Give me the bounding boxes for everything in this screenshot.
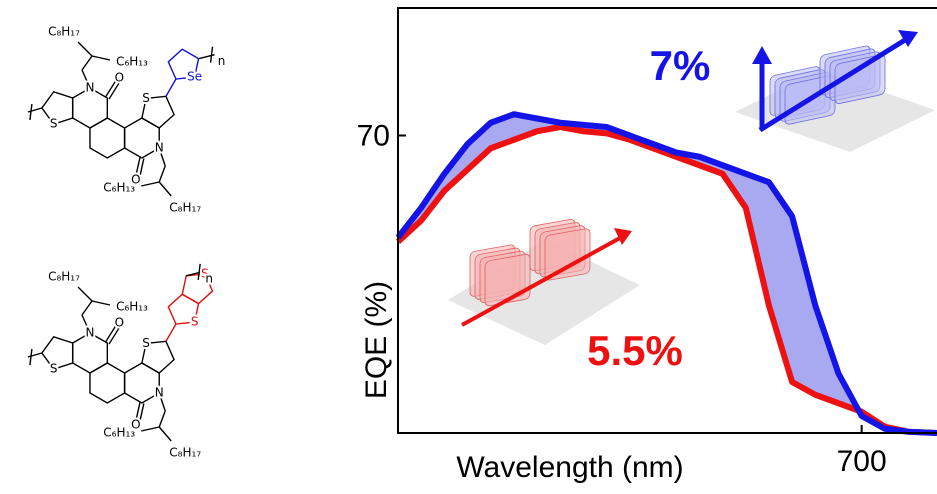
atom-label: C₈H₁₇ [48,25,80,39]
atom-label: C₆H₁₃ [116,300,148,314]
bond [165,323,177,342]
ring [89,117,126,159]
eqe-chart: 70 700 Wavelength (nm) EQE (%) 7% 5.5% [357,7,937,484]
bond [139,158,145,177]
bond [81,55,93,71]
atom-label: S [50,362,58,376]
difference-area [398,114,937,433]
bond [108,327,120,345]
atom-label: Se [187,70,202,84]
line [395,111,937,436]
bond [105,325,117,343]
atom-label: S [142,91,150,105]
bond [135,402,141,421]
atom-label: C₈H₁₇ [48,270,80,284]
atom-label: N [155,386,164,400]
atom-label: C₆H₁₃ [116,55,148,69]
atom-label: S [142,336,150,350]
bond [81,69,91,89]
bond [77,286,93,302]
atom-label: C₆H₁₃ [103,181,135,195]
x-tick-label: 700 [837,445,887,478]
annotation: 5.5% [587,327,683,374]
bond [108,82,120,100]
line [395,124,937,436]
atom-label: S [191,315,199,329]
bond [141,426,160,432]
atom-label: C₈H₁₇ [169,446,201,460]
atom-label: n [218,54,226,68]
atom-label: N [86,81,95,95]
y-tick-label: 70 [357,120,390,153]
bond [135,157,141,176]
atom-label: O [115,71,124,85]
bond [27,107,43,113]
atom-label: O [115,316,124,330]
atom-label: O [131,173,140,187]
bond [91,300,111,306]
ring [141,340,175,374]
bond [29,348,33,366]
atom-label: C₆H₁₃ [103,426,135,440]
atom-label: N [155,141,164,155]
bond [158,410,166,428]
bond [158,181,172,197]
ring [89,362,126,404]
bond [27,352,43,358]
bond [158,392,166,412]
molecule: C₈H₁₇ C₆H₁₃ N O S S S Sn O N C₆H₁₃ C₈H₁₇ [27,263,215,462]
bond [158,165,166,183]
atom-label: S [50,117,58,131]
ring [181,273,214,305]
chemical-structures: C₈H₁₇ C₆H₁₃ N O S S Se n O N C₆H₁₃ C₈H₁₇ C₈H₁₇ C₆H₁₃ N… [27,23,227,462]
bond [105,80,117,98]
bond [158,426,172,442]
bond [77,41,93,57]
bond [165,78,177,97]
bond [81,300,93,316]
bond [139,403,145,422]
bond [158,147,166,167]
annotation: 7% [650,42,711,89]
bond [209,46,214,63]
plot-frame [397,7,937,434]
x-axis-title: Wavelength (nm) [456,451,683,484]
atom-label: C₈H₁₇ [169,201,201,215]
bond [197,263,201,280]
film-icon-blue [735,30,935,152]
ring [41,335,74,371]
ring [141,95,175,129]
atom-label: S [201,266,209,280]
atom-label: N [86,326,95,340]
ring [167,48,200,80]
bond [29,103,33,121]
bond [141,181,160,187]
ring [41,90,74,126]
film-icon-red [448,219,640,345]
atom-label: n [205,271,213,285]
bond [81,314,91,334]
atom-label: O [131,418,140,432]
bond [91,55,111,61]
y-axis-title: EQE (%) [360,281,393,399]
molecule: C₈H₁₇ C₆H₁₃ N O S S Se n O N C₆H₁₃ C₈H₁₇ [27,23,227,217]
